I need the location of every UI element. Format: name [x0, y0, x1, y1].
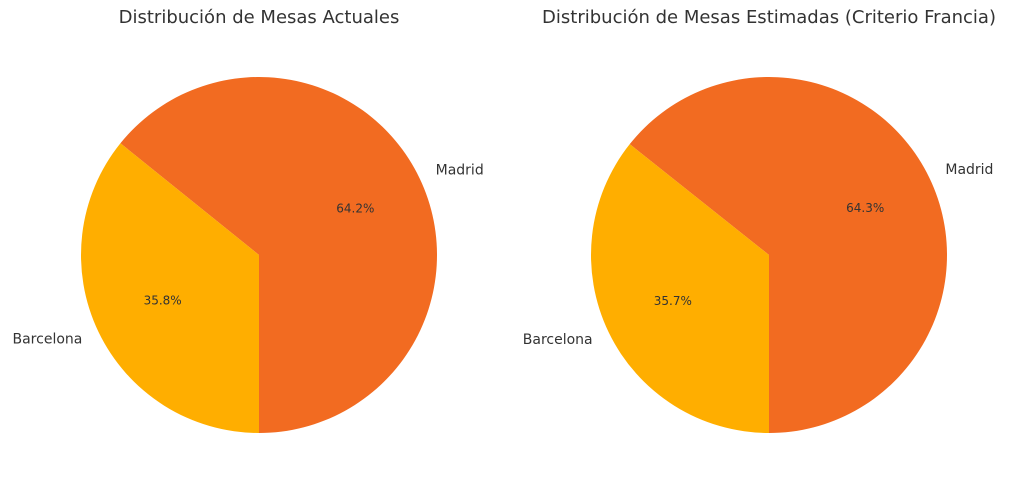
chart-title: Distribución de Mesas Estimadas (Criteri… [542, 7, 996, 28]
pie-slice [629, 76, 947, 433]
slice-label: Madrid [945, 162, 993, 178]
slice-label: Barcelona [13, 331, 83, 347]
percent-label: 64.2% [336, 201, 374, 215]
slice-label: Madrid [436, 163, 484, 179]
slice-label: Barcelona [523, 332, 593, 348]
pie-slice [81, 143, 259, 433]
percent-label: 64.3% [846, 201, 884, 215]
pie-slice [120, 76, 437, 433]
pie-slice [591, 144, 769, 433]
chart-title: Distribución de Mesas Actuales [119, 7, 400, 28]
percent-label: 35.8% [144, 294, 182, 308]
percent-label: 35.7% [654, 294, 692, 308]
